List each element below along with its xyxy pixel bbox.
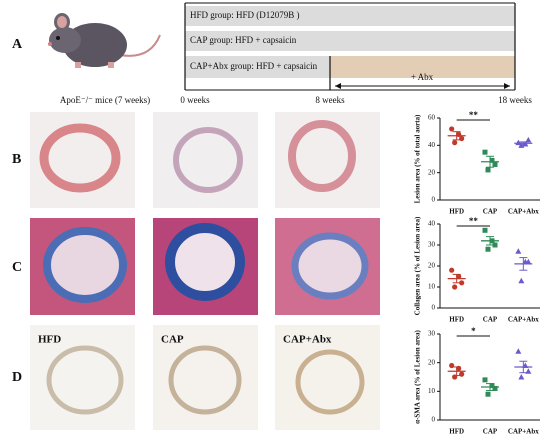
- data-point: [492, 161, 498, 167]
- group-text: HFD group: HFD (D12079B ): [190, 10, 300, 20]
- data-point: [489, 157, 495, 163]
- data-point: [482, 149, 488, 155]
- y-tick-label: 60: [428, 114, 436, 122]
- data-point: [518, 277, 525, 284]
- data-point: [485, 246, 491, 252]
- data-point: [515, 348, 522, 354]
- x-tick-label: CAP+Abx: [508, 428, 539, 436]
- data-point: [515, 248, 522, 254]
- histology-row-c: [30, 218, 380, 315]
- data-point: [489, 238, 495, 244]
- data-point: [515, 139, 522, 146]
- y-tick-label: 0: [432, 196, 436, 204]
- x-tick-label: HFD: [449, 316, 464, 324]
- x-tick-label: CAP+Abx: [508, 316, 539, 324]
- week-label: ApoE⁻/⁻ mice (7 weeks): [60, 95, 150, 105]
- abx-bar: [330, 56, 515, 78]
- y-tick-label: 0: [432, 416, 436, 424]
- data-point: [449, 267, 455, 273]
- timeline: HFD group: HFD (D12079B ) CAP group: HFD…: [60, 2, 532, 105]
- significance-label: **: [469, 110, 479, 120]
- data-point: [482, 377, 488, 383]
- significance-label: **: [469, 216, 479, 226]
- data-point: [456, 131, 462, 137]
- week-label: 8 weeks: [315, 95, 345, 105]
- data-point: [452, 284, 458, 290]
- data-point: [522, 362, 529, 369]
- y-tick-label: 30: [428, 241, 436, 249]
- x-tick-label: CAP: [483, 316, 498, 324]
- data-point: [459, 280, 465, 286]
- data-point: [456, 365, 462, 371]
- x-tick-label: HFD: [449, 428, 464, 436]
- data-point: [449, 362, 455, 369]
- panel-label: B: [12, 152, 21, 167]
- data-point: [522, 258, 529, 265]
- data-point: [492, 385, 498, 391]
- data-point: [456, 273, 462, 280]
- significance-label: *: [471, 326, 476, 336]
- panel-label: C: [12, 260, 22, 275]
- data-point: [452, 374, 458, 380]
- x-tick-label: HFD: [449, 208, 464, 216]
- x-tick-label: CAP: [483, 428, 498, 436]
- x-tick-label: CAP+Abx: [508, 208, 539, 216]
- y-tick-label: 20: [428, 358, 436, 366]
- data-point: [522, 140, 529, 147]
- data-point: [449, 126, 455, 132]
- data-point: [518, 374, 525, 380]
- group-text: CAP+Abx group: HFD + capsaicin: [190, 61, 318, 71]
- data-point: [485, 391, 491, 397]
- image-label: HFD: [38, 334, 61, 346]
- histology-row-b: [30, 112, 380, 208]
- group-bar: [185, 31, 515, 51]
- y-tick-label: 10: [428, 387, 436, 395]
- data-point: [459, 371, 465, 377]
- y-tick-label: 20: [428, 168, 436, 176]
- data-point: [489, 383, 495, 389]
- histology-row-d: HFD CAP CAP+Abx: [30, 325, 380, 430]
- panel-label: D: [12, 370, 22, 385]
- y-axis-label: α-SMA area (% of Lesion area): [414, 330, 422, 424]
- mouse-icon: [48, 13, 161, 68]
- group-bar: [185, 56, 330, 78]
- data-point: [525, 136, 532, 143]
- y-tick-label: 10: [428, 283, 436, 291]
- data-point: [459, 135, 465, 142]
- week-label: 0 weeks: [180, 95, 210, 105]
- data-point: [482, 227, 488, 233]
- data-point: [525, 368, 532, 374]
- week-label: 18 weeks: [498, 95, 532, 105]
- y-tick-label: 20: [428, 262, 436, 270]
- data-point: [452, 140, 458, 146]
- y-tick-label: 40: [428, 141, 436, 149]
- image-label: CAP: [161, 334, 184, 346]
- group-text: CAP group: HFD + capsaicin: [190, 35, 297, 45]
- panel-label: A: [12, 37, 23, 52]
- y-tick-label: 30: [428, 330, 436, 338]
- y-tick-label: 0: [432, 304, 436, 312]
- data-point: [485, 167, 491, 173]
- y-tick-label: 40: [428, 220, 436, 228]
- image-label: CAP+Abx: [283, 334, 332, 346]
- group-bar: [185, 6, 515, 26]
- data-point: [492, 242, 498, 248]
- y-axis-label: Collagen area (% of Lesion area): [414, 216, 422, 315]
- treatment-label: + Abx: [411, 72, 434, 82]
- x-tick-label: CAP: [483, 208, 498, 216]
- y-axis-label: Lesion area (% of total aorta): [414, 114, 422, 203]
